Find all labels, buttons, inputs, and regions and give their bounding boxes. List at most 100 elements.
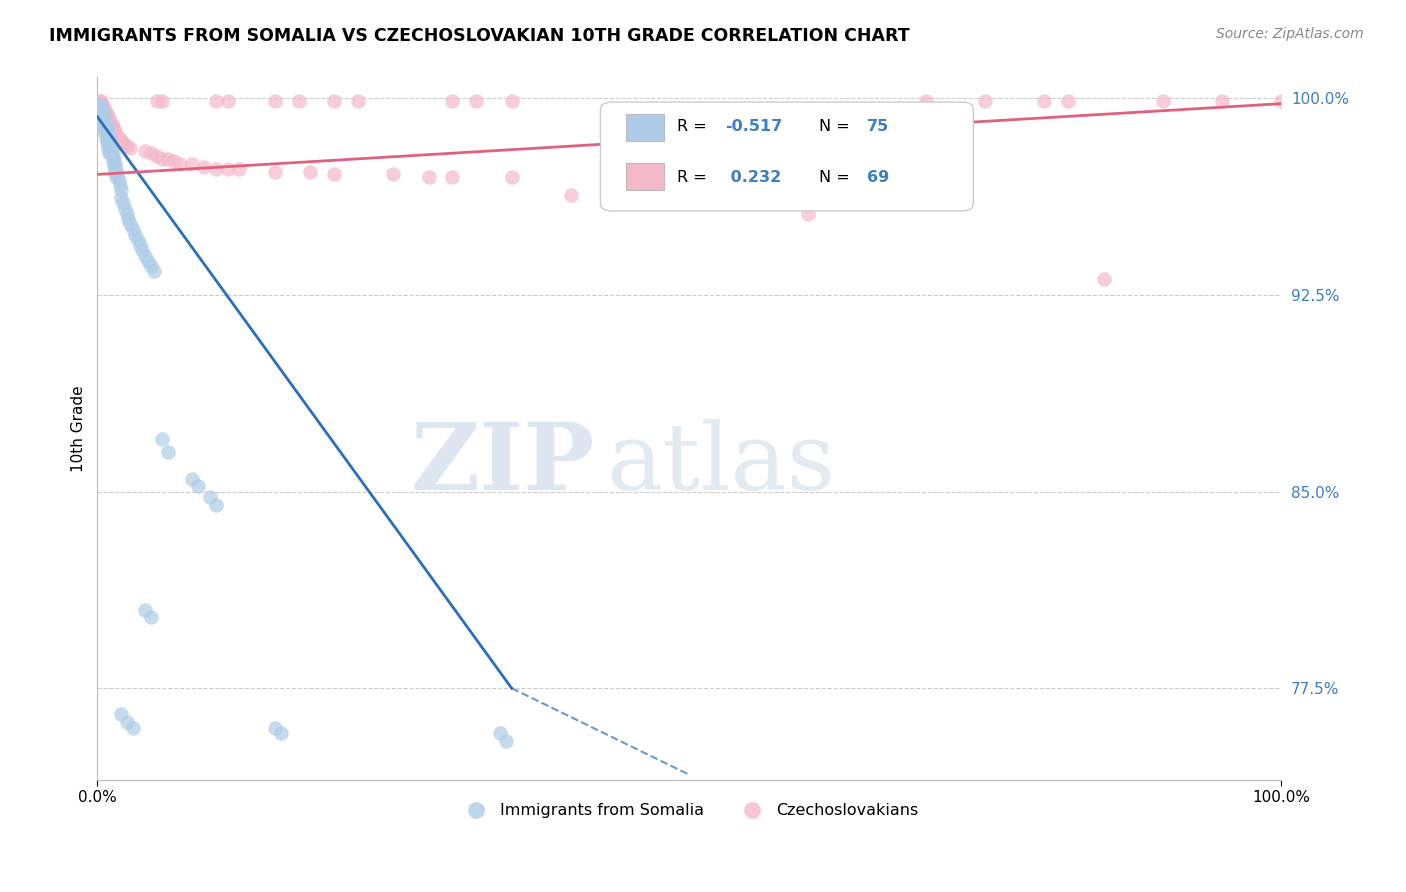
Point [264,721,287,735]
Point [129,238,152,252]
Point [115,715,138,730]
Point [204,94,226,108]
Text: Source: ZipAtlas.com: Source: ZipAtlas.com [1216,27,1364,41]
Text: N =: N = [820,120,851,134]
Point [127,233,149,247]
Point [145,94,167,108]
Point [104,126,127,140]
Point [96,120,118,135]
Point [134,144,156,158]
Bar [627,163,665,190]
Point [97,118,120,132]
Point [501,94,523,108]
Point [134,249,156,263]
Point [270,725,292,739]
Point [94,123,117,137]
Point [181,471,204,485]
Point [97,133,120,147]
Point [120,217,142,231]
Text: 0.232: 0.232 [724,170,780,186]
Point [96,115,118,129]
Point [299,165,322,179]
Point [87,96,110,111]
Point [157,445,180,459]
Point [91,104,114,119]
Text: atlas: atlas [606,419,835,508]
Point [198,490,221,504]
Point [495,733,517,747]
Point [217,94,239,108]
Text: -0.517: -0.517 [724,120,782,134]
Point [323,168,346,182]
Y-axis label: 10th Grade: 10th Grade [72,385,86,472]
Point [97,110,120,124]
Point [91,107,114,121]
Point [104,157,127,171]
Point [228,162,250,177]
Point [501,169,523,184]
Point [89,99,111,113]
Point [90,94,112,108]
Point [124,227,146,242]
Point [91,99,114,113]
Point [101,154,124,169]
Point [139,146,162,161]
Point [110,183,132,197]
Point [93,126,115,140]
Point [107,172,129,186]
Point [131,244,153,258]
Point [152,94,174,108]
Point [152,432,174,446]
Point [89,99,111,113]
Point [103,152,125,166]
FancyBboxPatch shape [600,102,973,211]
Point [441,169,464,184]
Point [98,120,121,135]
Point [103,160,125,174]
Legend: Immigrants from Somalia, Czechoslovakians: Immigrants from Somalia, Czechoslovakian… [454,797,925,825]
Bar [627,114,665,141]
Point [90,102,112,116]
Point [100,144,122,158]
Point [915,94,938,108]
Point [94,104,117,119]
Point [193,160,215,174]
Point [90,102,112,116]
Point [91,96,114,111]
Point [287,94,309,108]
Point [96,107,118,121]
Point [108,178,131,192]
Point [264,165,287,179]
Point [98,130,121,145]
Point [105,128,128,142]
Point [101,120,124,135]
Point [974,94,997,108]
Point [323,94,346,108]
Point [94,130,117,145]
Point [103,123,125,137]
Point [1270,94,1292,108]
Point [139,259,162,273]
Point [96,128,118,142]
Point [94,115,117,129]
Point [100,149,122,163]
Point [93,110,115,124]
Point [97,126,120,140]
Point [163,154,186,169]
Point [1092,272,1115,286]
Point [100,115,122,129]
Point [114,202,136,216]
Point [560,188,582,202]
Point [115,207,138,221]
Point [120,141,142,155]
Point [217,162,239,177]
Point [97,141,120,155]
Point [110,707,132,722]
Point [87,94,110,108]
Point [157,152,180,166]
Point [105,162,128,177]
Text: ZIP: ZIP [411,419,595,508]
Point [1152,94,1174,108]
Point [93,102,115,116]
Point [139,610,162,624]
